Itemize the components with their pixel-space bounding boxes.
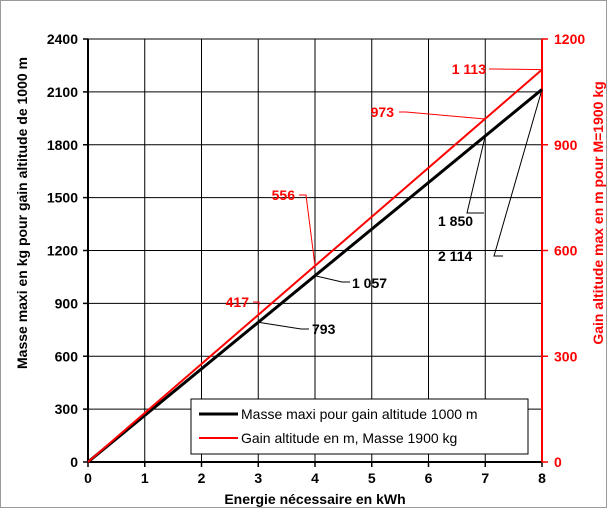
x-tick-label: 8 [538,470,546,486]
annotation-leader [489,68,543,71]
annotation-label: 2 114 [438,248,472,264]
y2-tick-label: 900 [554,137,578,153]
y2-tick-label: 0 [554,454,562,470]
annotation-leader [466,135,486,214]
annotation-leader [493,89,543,257]
y-tick-label: 0 [70,454,78,470]
grid [87,38,543,463]
annotations: 793 1 057 1 850 2 114 417 556 973 1 113 [226,61,543,337]
annotation-label: 556 [272,187,296,203]
annotation-label: 417 [226,294,250,310]
y-tick-label: 1800 [47,137,78,153]
x-tick-label: 2 [198,470,206,486]
annotation-leader [399,111,486,120]
y2-tick-label: 600 [554,243,578,259]
y-tick-label: 2100 [47,84,78,100]
annotation-label: 1 850 [438,213,473,229]
x-tick-label: 7 [481,470,489,486]
x-tick-label: 5 [368,470,376,486]
annotation-label: 1 113 [452,61,486,77]
annotation-label: 1 057 [352,275,387,291]
legend: Masse maxi pour gain altitude 1000 m Gain… [190,398,529,455]
ticks: 0 1 2 3 4 5 6 7 80300600900120015001800210024000… [47,31,586,486]
annotation-leader [253,301,260,316]
x-tick-label: 1 [141,470,149,486]
legend-box [190,398,529,455]
y-axis-label: Masse maxi en kg pour gain altitude de 1… [14,57,30,369]
x-tick-label: 6 [425,470,433,486]
legend-label: Masse maxi pour gain altitude 1000 m [241,406,478,422]
y-tick-label: 600 [55,348,79,364]
x-tick-label: 4 [311,470,319,486]
x-tick-label: 0 [84,470,92,486]
y2-axis-label: Gain altitude max en m pour M=1900 kg [590,81,606,344]
y2-tick-label: 300 [554,348,578,364]
y-tick-label: 1500 [47,190,78,206]
annotation-label: 793 [312,321,336,337]
y-tick-label: 2400 [47,31,78,47]
annotation-leader [299,194,316,267]
annotation-leader [314,275,350,283]
x-tick-label: 3 [254,470,262,486]
y-tick-label: 300 [55,401,79,417]
annotation-label: 973 [371,104,395,120]
y-tick-label: 900 [55,295,79,311]
y-tick-label: 1200 [47,243,78,259]
legend-label: Gain altitude en m, Masse 1900 kg [241,430,457,446]
x-axis-label: Energie nécessaire en kWh [224,491,405,507]
y2-tick-label: 1200 [554,31,585,47]
annotation-leader [258,321,309,330]
